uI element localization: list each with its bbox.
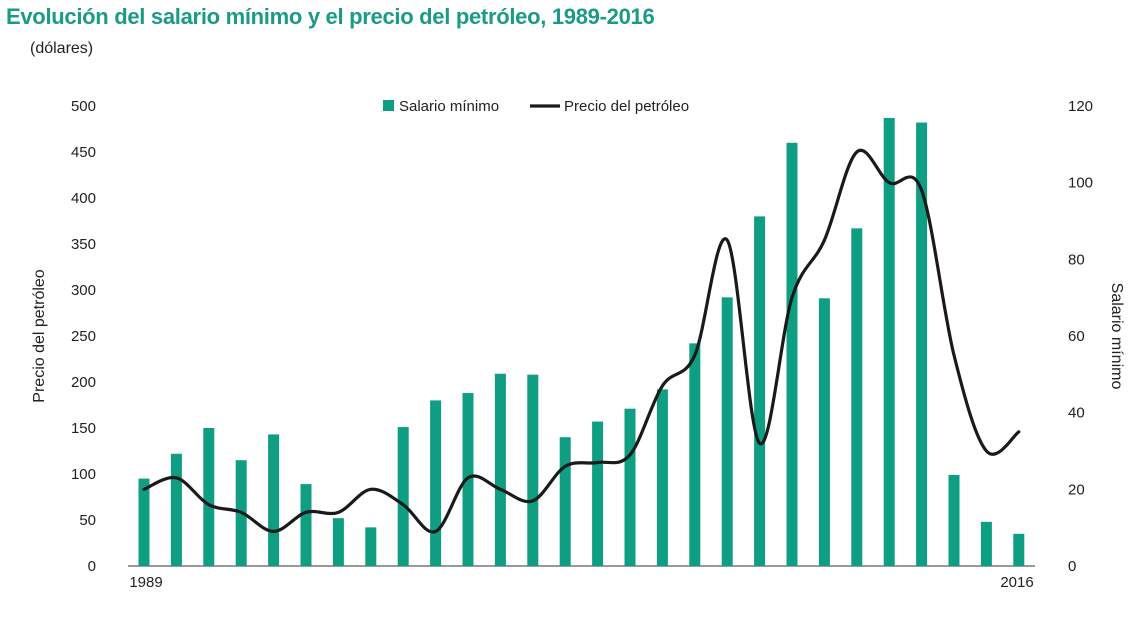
oil-price-line — [142, 148, 1021, 534]
left-tick-label: 150 — [71, 420, 96, 437]
right-tick-label: 0 — [1068, 558, 1076, 575]
bar-series — [138, 117, 1025, 567]
right-tick-label: 20 — [1068, 481, 1085, 498]
bar — [721, 297, 733, 566]
bar — [494, 373, 506, 566]
legend-line-label: Precio del petróleo — [564, 98, 689, 115]
right-tick-label: 120 — [1068, 98, 1093, 115]
right-axis-ticks: 0 20 40 60 80 100 120 — [1068, 98, 1093, 575]
x-start-label: 1989 — [129, 574, 162, 591]
left-axis-label: Precio del petróleo — [31, 269, 48, 403]
bar — [332, 518, 344, 566]
bar — [300, 484, 312, 566]
legend: Salario mínimo Precio del petróleo — [383, 98, 689, 115]
bar — [851, 228, 863, 567]
left-tick-label: 350 — [71, 236, 96, 253]
bar — [592, 421, 604, 566]
bar — [559, 437, 571, 566]
bar — [365, 527, 377, 566]
bar — [980, 521, 992, 566]
bar — [138, 478, 150, 566]
right-tick-label: 80 — [1068, 251, 1085, 268]
bar — [689, 343, 701, 566]
bar — [786, 142, 798, 567]
left-tick-label: 0 — [88, 558, 96, 575]
left-axis-ticks: 0 50 100 150 200 250 300 350 400 450 500 — [71, 98, 96, 575]
right-tick-label: 40 — [1068, 405, 1085, 422]
bar — [624, 408, 636, 566]
bar — [430, 400, 442, 566]
legend-bar-swatch — [383, 100, 394, 111]
bar — [170, 453, 182, 566]
left-tick-label: 450 — [71, 144, 96, 161]
bar — [527, 374, 539, 566]
bar — [203, 428, 215, 566]
right-tick-label: 60 — [1068, 328, 1085, 345]
bar — [883, 117, 895, 567]
bar — [656, 389, 668, 566]
legend-bar-label: Salario mínimo — [399, 98, 499, 115]
left-tick-label: 50 — [79, 512, 96, 529]
bar — [397, 427, 409, 566]
left-tick-label: 500 — [71, 98, 96, 115]
left-tick-label: 400 — [71, 190, 96, 207]
bar — [948, 474, 960, 566]
right-axis-label: Salario mínimo — [1108, 283, 1125, 390]
bar — [1013, 533, 1025, 566]
left-tick-label: 100 — [71, 466, 96, 483]
bar — [268, 434, 280, 566]
left-tick-label: 250 — [71, 328, 96, 345]
chart-title: Evolución del salario mínimo y el precio… — [6, 4, 655, 29]
bar — [754, 216, 766, 566]
left-tick-label: 200 — [71, 374, 96, 391]
bar — [916, 122, 928, 566]
chart-subtitle: (dólares) — [30, 40, 94, 57]
right-tick-label: 100 — [1068, 175, 1093, 192]
x-end-label: 2016 — [1000, 574, 1033, 591]
bar — [818, 298, 830, 566]
left-tick-label: 300 — [71, 282, 96, 299]
